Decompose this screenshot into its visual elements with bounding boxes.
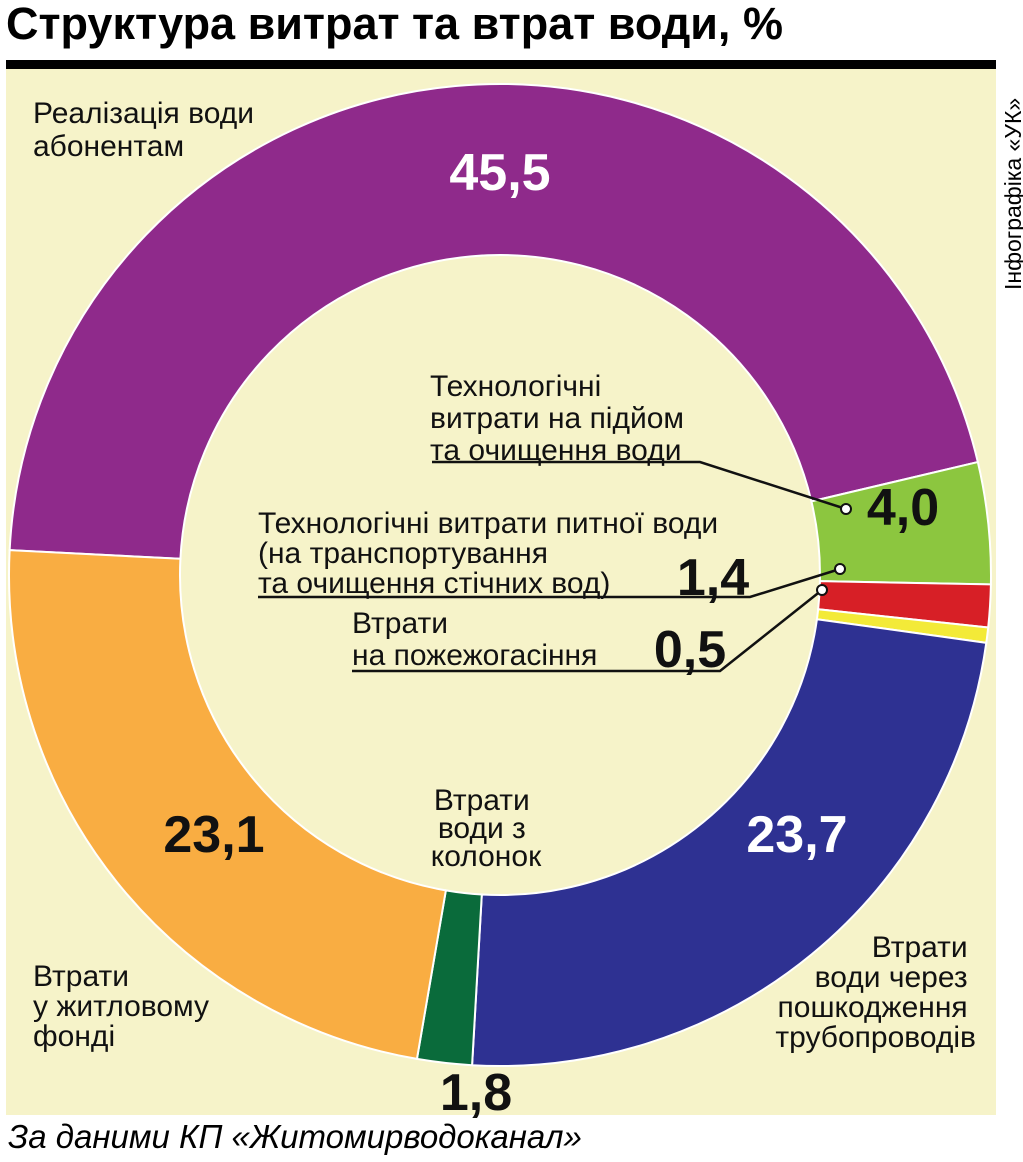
- value-label-tech-pidiom: 4,0: [867, 479, 939, 537]
- label-kolonky-line3: колонок: [431, 840, 542, 873]
- label-tech-pidiom-line2: витрати на підйом: [430, 402, 684, 435]
- donut-slices: [8, 83, 992, 1067]
- leader-dot-tech-pidiom: [840, 503, 852, 515]
- label-kolonky: Втрати води з колонок: [431, 784, 542, 873]
- label-tech-pidiom: Технологічні витрати на підйом та очищен…: [430, 370, 692, 467]
- donut-slice-realizatsiia: [8, 83, 980, 560]
- value-label-tech-pytnoi: 1,4: [677, 549, 749, 607]
- label-truboprovody-line2: води через: [815, 961, 968, 994]
- label-truboprovody-line4: трубопроводів: [775, 1021, 976, 1054]
- label-pozhezhogasinnia-line1: Втрати: [352, 607, 448, 640]
- label-kolonky-line2: води з: [438, 812, 526, 845]
- credit-label: Інфографіка «УК»: [1000, 97, 1023, 290]
- label-tech-pytnoi-line3: та очищення стічних вод): [258, 567, 610, 600]
- label-truboprovody-line3: пошкодження: [778, 991, 968, 1024]
- leader-line-pozhezha: [352, 589, 823, 673]
- label-zhytlovyi-fond-line1: Втрати: [33, 960, 129, 993]
- title-rule: [6, 60, 996, 69]
- label-tech-pytnoi-line1: Технологічні витрати питної води: [258, 507, 718, 540]
- leader-dot-pozhezha: [816, 584, 828, 596]
- source-note: За даними КП «Житомирводоканал»: [8, 1118, 582, 1155]
- label-truboprovody-line1: Втрати: [872, 931, 968, 964]
- value-label-kolonky: 1,8: [440, 1064, 512, 1122]
- label-realizatsiia: Реалізація води абонентам: [33, 97, 262, 163]
- leader-lines: [258, 460, 847, 673]
- label-zhytlovyi-fond-line2: у житловому: [33, 990, 209, 1023]
- label-kolonky-line1: Втрати: [434, 784, 530, 817]
- leader-line-tech-pidiom: [432, 460, 847, 511]
- value-label-truboprovody: 23,7: [746, 806, 847, 864]
- label-pozhezhogasinnia-line2: на пожежогасіння: [352, 639, 597, 672]
- value-label-realizatsiia: 45,5: [449, 144, 550, 202]
- label-zhytlovyi-fond: Втрати у житловому фонді: [33, 960, 217, 1053]
- leader-line-tech-pytnoi: [258, 567, 841, 599]
- label-tech-pytnoi: Технологічні витрати питної води (на тра…: [258, 507, 726, 600]
- value-label-pozhezha: 0,5: [654, 621, 726, 679]
- label-realizatsiia-line2: абонентам: [33, 130, 184, 163]
- chart-title: Структура витрат та втрат води, %: [6, 0, 783, 49]
- donut-slice-zhytlovyi: [8, 549, 448, 1061]
- leader-dot-tech-pytnoi: [834, 563, 846, 575]
- label-tech-pidiom-line1: Технологічні: [430, 370, 601, 403]
- label-pozhezhogasinnia: Втрати на пожежогасіння: [352, 607, 597, 672]
- label-tech-pytnoi-line2: (на транспортування: [258, 537, 548, 570]
- donut-slice-truboprovody: [471, 618, 988, 1067]
- label-truboprovody: Втрати води через пошкодження трубопрово…: [775, 931, 976, 1054]
- label-realizatsiia-line1: Реалізація води: [33, 97, 254, 130]
- label-zhytlovyi-fond-line3: фонді: [33, 1020, 115, 1053]
- value-label-zhytlovyi: 23,1: [163, 806, 264, 864]
